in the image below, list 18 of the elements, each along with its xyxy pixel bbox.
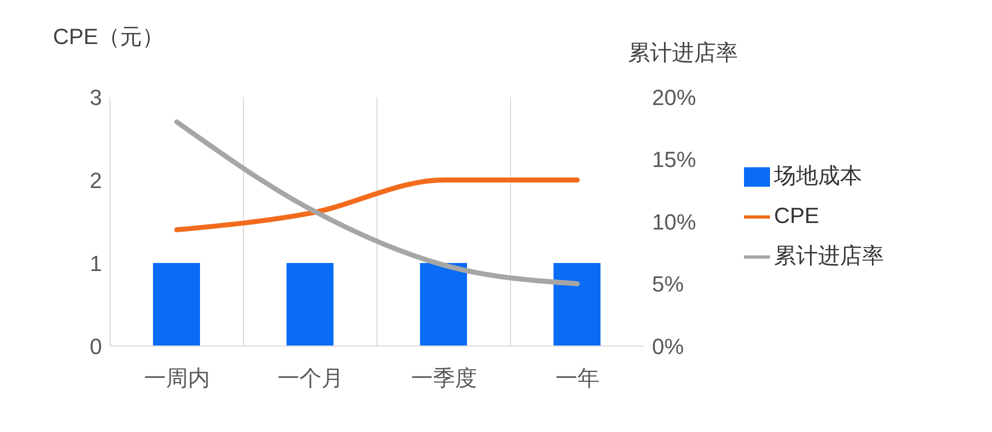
x-tick-label: 一个月	[277, 366, 344, 391]
y2-tick-label: 5%	[652, 272, 684, 297]
y-tick-label: 1	[90, 250, 102, 276]
y-axis-title: CPE（元）	[53, 23, 164, 51]
y-tick-label: 0	[90, 334, 102, 359]
legend-label: 累计进店率	[774, 243, 884, 268]
y2-tick-label: 20%	[652, 84, 696, 110]
x-tick-label: 一周内	[144, 366, 210, 391]
y2-tick-label: 10%	[652, 209, 696, 234]
y2-tick-label: 0%	[652, 334, 684, 359]
y2-axis-title: 累计进店率	[628, 39, 738, 67]
y-tick-label: 3	[90, 84, 102, 110]
legend-label: 场地成本	[774, 163, 862, 188]
y-tick-label: 2	[90, 168, 102, 193]
x-tick-label: 一年	[555, 366, 600, 391]
legend-label: CPE	[774, 203, 820, 228]
x-tick-label: 一季度	[410, 366, 477, 391]
y2-tick-label: 15%	[652, 147, 696, 172]
